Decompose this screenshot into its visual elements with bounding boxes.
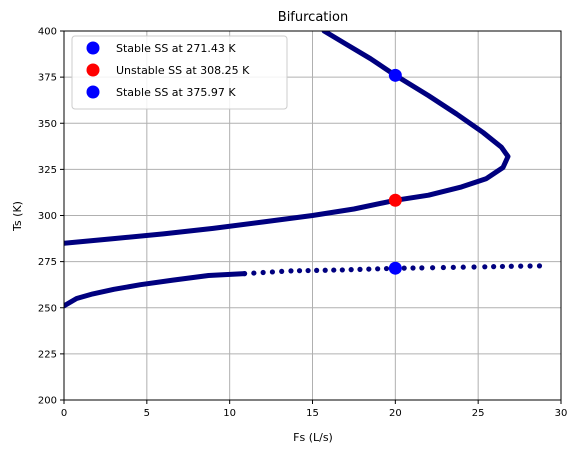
y-tick-label: 375	[38, 73, 57, 84]
lower-branch-point	[508, 263, 514, 269]
legend-marker-3	[86, 85, 100, 99]
lower-branch-point	[401, 265, 407, 271]
lower-branch-point	[527, 263, 533, 269]
lower-branch-point	[314, 267, 320, 273]
y-axis-title: Ts (K)	[11, 201, 24, 232]
lower-branch-point	[269, 269, 276, 275]
x-tick-label: 20	[389, 408, 402, 419]
lower-branch-point	[366, 266, 372, 272]
lower-branch-point	[491, 264, 497, 270]
legend-marker-2	[86, 63, 100, 77]
lower-branch-point	[348, 267, 354, 273]
ticks: 0 5 10 15 20 25 30 200 225 250 275 300 325 350 375 400	[38, 27, 567, 420]
x-axis-title: Fs (L/s)	[293, 431, 333, 444]
marker-layer	[388, 68, 402, 275]
lower-branch-point	[331, 267, 337, 273]
lower-branch-point	[260, 269, 266, 276]
steady-state-marker-3	[388, 68, 402, 82]
lower-branch-point	[339, 267, 345, 273]
lower-branch-point	[375, 266, 381, 272]
x-tick-label: 25	[472, 408, 485, 419]
y-tick-label: 200	[38, 396, 57, 407]
x-tick-label: 15	[306, 408, 319, 419]
x-tick-label: 10	[223, 408, 236, 419]
lower-branch-point	[536, 263, 543, 269]
lower-branch-point	[296, 268, 303, 274]
y-tick-label: 250	[38, 303, 57, 314]
lower-branch-point	[419, 265, 425, 271]
steady-state-marker-1	[388, 261, 402, 275]
lower-branch-point	[305, 267, 311, 274]
chart-title: Bifurcation	[278, 10, 348, 25]
lower-branch-point	[440, 264, 446, 271]
lower-branch-point	[322, 267, 328, 273]
y-tick-label: 300	[38, 211, 57, 222]
lower-branch-point	[251, 270, 257, 276]
lower-branch-point	[357, 266, 363, 272]
x-tick-label: 0	[61, 408, 67, 419]
steady-state-marker-2	[388, 193, 402, 207]
y-tick-label: 275	[38, 257, 57, 268]
legend-marker-1	[86, 41, 100, 55]
legend-label-2: Unstable SS at 308.25 K	[116, 64, 250, 77]
curve-layer	[64, 31, 543, 309]
legend-label-1: Stable SS at 271.43 K	[116, 42, 236, 55]
lower-branch-point	[482, 264, 488, 270]
lower-branch-curve	[64, 271, 248, 309]
legend-label-3: Stable SS at 375.97 K	[116, 86, 236, 99]
lower-branch-point	[460, 264, 466, 270]
lower-branch-point	[383, 265, 390, 272]
y-tick-label: 350	[38, 119, 57, 130]
lower-branch-point	[241, 271, 248, 277]
lower-branch-point	[279, 268, 285, 275]
curve-group	[64, 31, 543, 309]
lower-branch-point	[288, 268, 294, 274]
lower-branch-point	[450, 264, 456, 270]
lower-branch-point	[430, 265, 436, 271]
y-tick-label: 225	[38, 349, 57, 360]
lower-branch-point	[410, 265, 416, 271]
x-tick-label: 5	[144, 408, 150, 419]
upper-branch-curve	[64, 31, 511, 246]
lower-branch-point	[471, 264, 477, 270]
lower-branch-point	[499, 263, 506, 270]
y-tick-label: 325	[38, 165, 57, 176]
legend: Stable SS at 271.43 K Unstable SS at 308.…	[71, 35, 288, 110]
lower-branch-point	[518, 263, 524, 269]
legend-box	[71, 35, 288, 110]
y-tick-label: 400	[38, 27, 57, 38]
x-tick-label: 30	[555, 408, 568, 419]
